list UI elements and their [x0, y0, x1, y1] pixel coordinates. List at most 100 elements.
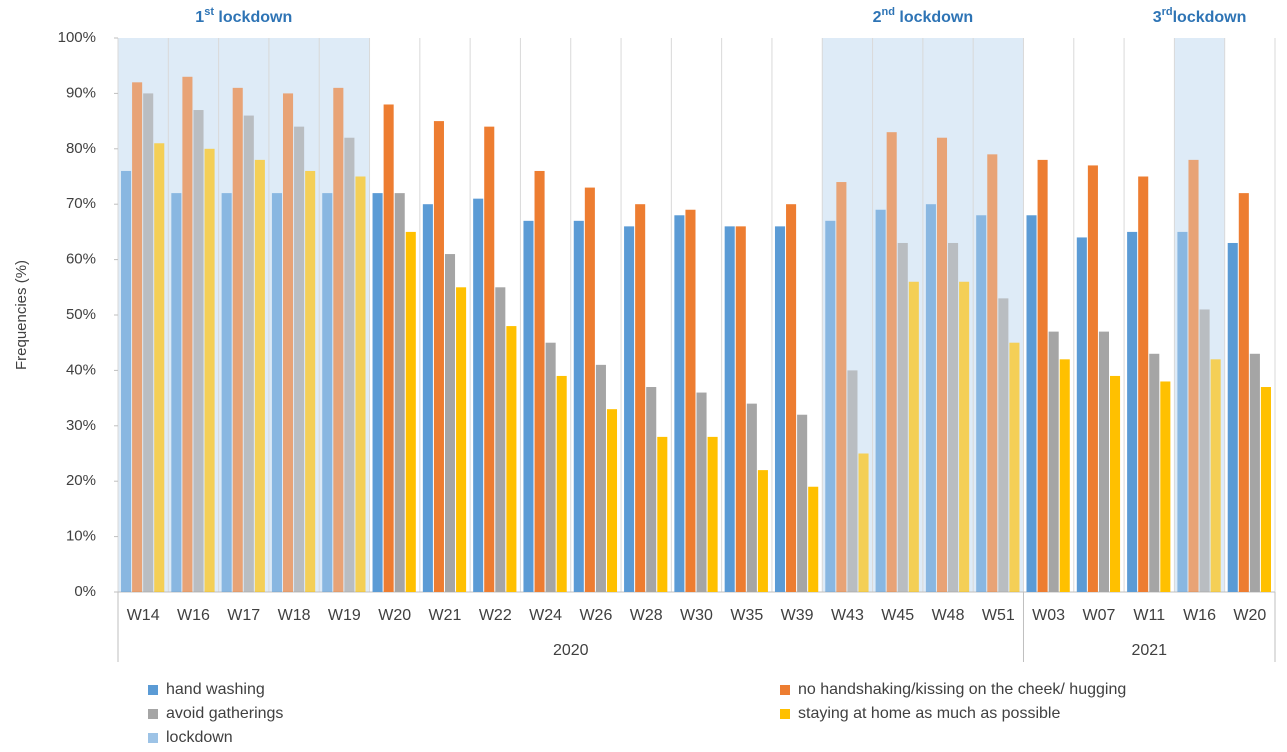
x-tick-label: W24 [529, 607, 562, 624]
bar [797, 414, 808, 592]
legend-swatch [148, 685, 158, 695]
x-tick-label: W51 [982, 607, 1015, 624]
bar [757, 470, 768, 592]
bar [1098, 331, 1110, 592]
bar [171, 193, 182, 592]
bar [987, 154, 998, 592]
bar [746, 403, 757, 592]
bar [1177, 231, 1188, 592]
bar [606, 409, 618, 592]
lockdown-label-part: 2 [873, 9, 882, 26]
bar [422, 204, 433, 592]
bar [1048, 331, 1059, 592]
bar [254, 159, 265, 592]
bar [204, 148, 215, 593]
lockdown-label-part: lockdown [1173, 9, 1247, 26]
y-axis-title: Frequencies (%) [13, 260, 30, 370]
legend-label: no handshaking/kissing on the cheek/ hug… [798, 681, 1126, 698]
bar [624, 226, 635, 593]
bar [182, 76, 193, 592]
lockdown-label: 1st lockdown [195, 6, 292, 26]
bar [808, 486, 819, 592]
y-tick-label: 80% [66, 140, 96, 157]
bar [836, 182, 847, 593]
y-tick-label: 50% [66, 306, 96, 323]
x-tick-label: W45 [881, 607, 914, 624]
bar [735, 226, 746, 593]
bar [473, 198, 484, 592]
lockdown-label-part: lockdown [895, 9, 973, 26]
bar [132, 82, 143, 592]
group-label: 2021 [1131, 642, 1167, 659]
bar [534, 170, 545, 592]
x-tick-label: W07 [1082, 607, 1115, 624]
bar [1227, 242, 1238, 593]
bar [271, 193, 282, 592]
bar [976, 215, 987, 592]
bar [433, 121, 444, 592]
bar [355, 176, 366, 592]
bar [232, 87, 243, 593]
bar [908, 281, 919, 592]
bar [243, 115, 254, 592]
bar [635, 204, 646, 592]
bar [456, 287, 467, 592]
bar [584, 187, 595, 592]
bar [696, 392, 707, 592]
bar [193, 110, 204, 593]
bar [1188, 159, 1199, 592]
lockdown-label-part: lockdown [214, 9, 292, 26]
bar [394, 193, 405, 592]
bar [595, 364, 606, 592]
x-tick-label: W35 [730, 607, 763, 624]
bar [1037, 159, 1048, 592]
x-tick-label: W21 [429, 607, 462, 624]
x-tick-label: W17 [227, 607, 260, 624]
bar [322, 193, 333, 592]
x-tick-label: W03 [1032, 607, 1065, 624]
bar [858, 453, 869, 592]
x-tick-label: W20 [1233, 607, 1266, 624]
y-tick-label: 60% [66, 251, 96, 268]
lockdown-label-part: st [204, 6, 214, 18]
x-tick-label: W20 [378, 607, 411, 624]
legend-swatch [780, 685, 790, 695]
bar [294, 126, 305, 592]
bar [121, 170, 132, 592]
bar [333, 87, 344, 593]
bar [674, 215, 685, 592]
y-tick-label: 30% [66, 417, 96, 434]
x-tick-label: W22 [479, 607, 512, 624]
legend-label: hand washing [166, 681, 265, 698]
x-tick-label: W14 [127, 607, 160, 624]
bar [925, 204, 936, 592]
bar [948, 242, 959, 593]
bar [707, 436, 718, 592]
lockdown-label-part: rd [1162, 6, 1173, 18]
bar [1087, 165, 1098, 593]
bar [1059, 359, 1070, 592]
bar [545, 342, 556, 592]
x-tick-label: W43 [831, 607, 864, 624]
bar [143, 93, 154, 593]
bar [1127, 231, 1138, 592]
legend-label: avoid gatherings [166, 705, 283, 722]
bar [1160, 381, 1171, 592]
lockdown-label: 3rdlockdown [1153, 6, 1247, 26]
bar [685, 209, 696, 593]
x-tick-label: W30 [680, 607, 713, 624]
y-tick-label: 20% [66, 472, 96, 489]
bar [1009, 342, 1020, 592]
legend-swatch [148, 733, 158, 743]
bar [774, 226, 786, 593]
bar [383, 104, 394, 592]
bar [573, 220, 584, 592]
y-tick-label: 0% [74, 583, 96, 600]
y-tick-label: 10% [66, 528, 96, 545]
bar [444, 254, 456, 592]
bar [897, 242, 908, 593]
lockdown-label-part: nd [881, 6, 894, 18]
bar [847, 370, 858, 592]
y-tick-label: 90% [66, 84, 96, 101]
